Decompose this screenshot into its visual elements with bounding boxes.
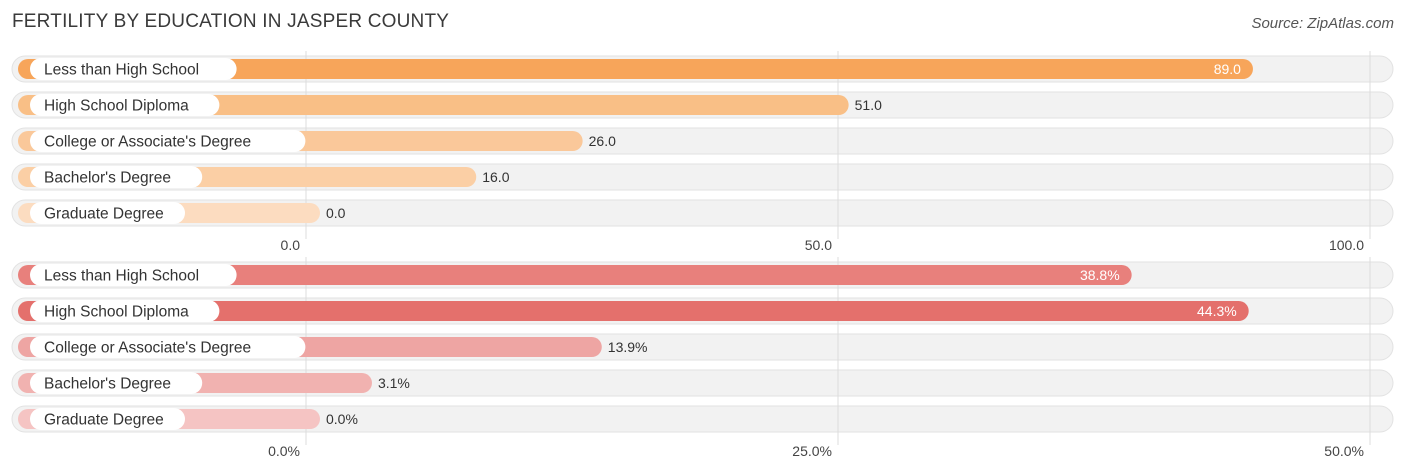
category-label: Less than High School bbox=[44, 62, 199, 79]
category-pill bbox=[30, 300, 220, 322]
tick-label: 100.0 bbox=[1329, 237, 1364, 253]
category-label: High School Diploma bbox=[44, 98, 189, 115]
value-label: 44.3% bbox=[1197, 303, 1237, 319]
tick-label: 0.0% bbox=[268, 443, 300, 459]
category-label: College or Associate's Degree bbox=[44, 340, 251, 357]
category-pill bbox=[30, 372, 203, 394]
category-label: Bachelor's Degree bbox=[44, 170, 171, 187]
value-label: 13.9% bbox=[608, 339, 648, 355]
tick-label: 0.0 bbox=[281, 237, 301, 253]
value-label: 0.0% bbox=[326, 411, 358, 427]
value-label: 0.0 bbox=[326, 205, 346, 221]
category-label: High School Diploma bbox=[44, 304, 189, 321]
bar bbox=[18, 59, 1253, 79]
row-track bbox=[11, 199, 1394, 227]
value-label: 3.1% bbox=[378, 375, 410, 391]
chart-title: FERTILITY BY EDUCATION IN JASPER COUNTY bbox=[12, 11, 450, 32]
value-label: 38.8% bbox=[1080, 267, 1120, 283]
tick-label: 50.0 bbox=[805, 237, 832, 253]
tick-label: 25.0% bbox=[792, 443, 832, 459]
category-pill bbox=[30, 202, 185, 224]
category-pill bbox=[30, 264, 237, 286]
tick-label: 50.0% bbox=[1324, 443, 1364, 459]
category-pill bbox=[30, 130, 306, 152]
bar bbox=[18, 265, 1132, 285]
category-label: Graduate Degree bbox=[44, 412, 164, 429]
category-pill bbox=[30, 336, 306, 358]
value-label: 16.0 bbox=[482, 169, 509, 185]
category-pill bbox=[30, 408, 185, 430]
bar bbox=[18, 95, 849, 115]
category-pill bbox=[30, 58, 237, 80]
row-track bbox=[11, 405, 1394, 433]
bar bbox=[18, 301, 1249, 321]
category-pill bbox=[30, 166, 203, 188]
value-label: 89.0 bbox=[1214, 61, 1241, 77]
value-label: 26.0 bbox=[589, 133, 616, 149]
value-label: 51.0 bbox=[855, 97, 882, 113]
source-label: Source: ZipAtlas.com bbox=[1251, 15, 1394, 32]
category-label: College or Associate's Degree bbox=[44, 134, 251, 151]
category-pill bbox=[30, 94, 220, 116]
category-label: Bachelor's Degree bbox=[44, 376, 171, 393]
category-label: Less than High School bbox=[44, 268, 199, 285]
category-label: Graduate Degree bbox=[44, 206, 164, 223]
